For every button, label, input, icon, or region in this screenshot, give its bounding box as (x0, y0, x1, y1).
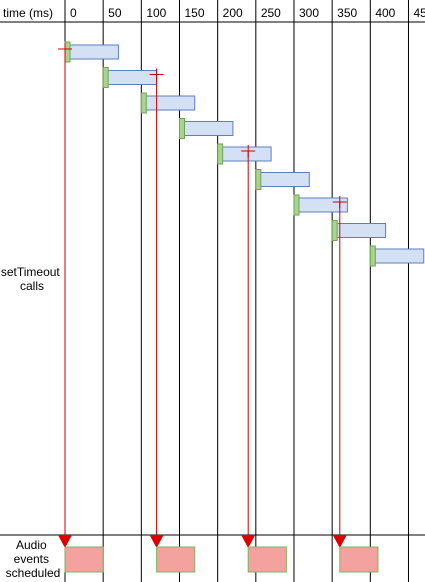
time-gridlines (64, 0, 409, 582)
settimeout-call-marker (255, 169, 262, 190)
audio-event-block (247, 546, 287, 573)
time-axis-label: time (ms) (3, 6, 53, 20)
settimeout-call-marker (140, 92, 147, 114)
settimeout-row-label: setTimeout calls (1, 265, 63, 293)
schedule-arrowhead (58, 535, 72, 548)
audio-event-block (64, 546, 104, 573)
tick-label-200: 200 (223, 6, 243, 20)
lookahead-window (373, 248, 425, 264)
audio-event-block (156, 546, 196, 573)
settimeout-call-marker (64, 41, 71, 63)
time-tick-labels: 0 50 100 150 200 250 300 350 400 45 (70, 6, 425, 20)
tick-label-300: 300 (299, 6, 319, 20)
lookahead-window (68, 44, 119, 60)
lookahead-window (182, 121, 234, 136)
audio-row-label: Audio events scheduled (6, 538, 61, 580)
tick-label-400: 400 (375, 6, 395, 20)
settimeout-call-marker (369, 245, 376, 267)
schedule-arrowhead (149, 535, 164, 548)
lookahead-window (259, 172, 310, 187)
tick-label-150: 150 (184, 6, 204, 20)
lookahead-window (335, 223, 387, 238)
audio-event-block (339, 546, 379, 573)
tick-label-50: 50 (108, 6, 122, 20)
tick-label-450: 45 (413, 6, 425, 20)
settimeout-call-marker (217, 143, 224, 165)
schedule-arrowhead (241, 535, 256, 548)
settimeout-call-marker (178, 118, 185, 139)
tick-label-100: 100 (146, 6, 166, 20)
settimeout-call-marker (102, 67, 109, 88)
settimeout-call-marker (331, 220, 338, 241)
settimeout-call-marker (293, 194, 300, 216)
tick-label-250: 250 (261, 6, 281, 20)
audio-events (64, 546, 379, 573)
lookahead-window (144, 95, 196, 111)
tick-label-350: 350 (337, 6, 357, 20)
lookahead-window (221, 146, 272, 162)
tick-label-0: 0 (70, 6, 77, 20)
schedule-lines (58, 43, 347, 548)
lookahead-window (106, 70, 158, 85)
schedule-arrowhead (332, 535, 347, 548)
